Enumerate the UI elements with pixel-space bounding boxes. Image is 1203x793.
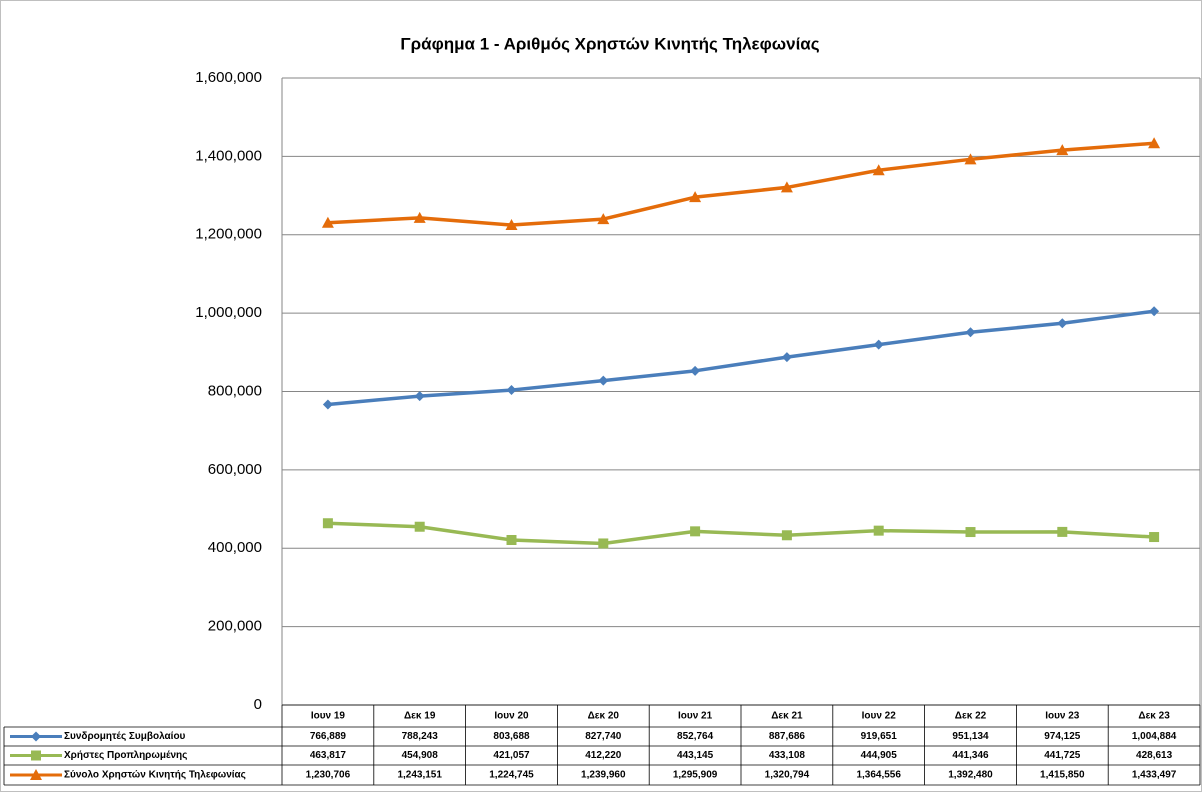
table-value: 1,364,556 [856, 770, 901, 781]
table-value: 1,224,745 [489, 770, 534, 781]
marker [597, 213, 610, 225]
series-line [327, 521, 1155, 546]
y-tick-label: 1,600,000 [195, 69, 262, 86]
y-tick-label: 600,000 [208, 461, 262, 478]
marker [414, 391, 425, 402]
x-tick-label: Δεκ 21 [771, 711, 803, 722]
legend-label: Σύνολο Χρηστών Κινητής Τηλεφωνίας [64, 770, 246, 781]
table-value: 1,392,480 [948, 770, 993, 781]
marker [1148, 137, 1161, 149]
marker [598, 375, 609, 386]
x-tick-label: Δεκ 22 [955, 711, 987, 722]
marker [506, 385, 517, 396]
table-value: 852,764 [677, 731, 714, 742]
marker [689, 191, 702, 203]
table-value: 827,740 [585, 731, 622, 742]
y-tick-label: 1,200,000 [195, 226, 262, 243]
table-value: 1,239,960 [581, 770, 626, 781]
table-value: 1,243,151 [397, 770, 442, 781]
marker [598, 538, 609, 549]
table-value: 428,613 [1136, 750, 1173, 761]
table-value: 1,004,884 [1132, 731, 1177, 742]
table-value: 951,134 [952, 731, 989, 742]
marker [506, 534, 517, 545]
table-value: 1,295,909 [673, 770, 718, 781]
marker [1057, 526, 1068, 537]
table-value: 454,908 [402, 750, 439, 761]
marker [30, 769, 42, 780]
x-tick-label: Ιουν 23 [1045, 711, 1080, 722]
marker [31, 731, 41, 742]
table-value: 443,145 [677, 750, 714, 761]
y-tick-label: 800,000 [208, 382, 262, 399]
marker [872, 164, 885, 176]
marker [873, 339, 884, 350]
table-value: 919,651 [861, 731, 898, 742]
marker [414, 521, 425, 532]
table-value: 421,057 [493, 750, 530, 761]
series-line [327, 141, 1155, 227]
series-line [327, 309, 1155, 407]
marker [690, 526, 701, 537]
y-tick-label: 0 [254, 696, 262, 713]
marker [1057, 318, 1068, 329]
legend-label: Χρήστες Προπληρωμένης [64, 750, 187, 761]
table-value: 463,817 [310, 750, 347, 761]
chart-title: Γράφημα 1 - Αριθμός Χρηστών Κινητής Τηλε… [400, 34, 819, 53]
marker [965, 327, 976, 338]
x-tick-label: Δεκ 23 [1138, 711, 1170, 722]
marker [321, 216, 334, 228]
x-tick-label: Ιουν 19 [311, 711, 346, 722]
table-value: 788,243 [402, 731, 439, 742]
y-tick-label: 400,000 [208, 539, 262, 556]
x-tick-label: Ιουν 20 [494, 711, 529, 722]
y-tick-label: 1,400,000 [195, 147, 262, 164]
table-value: 1,230,706 [306, 770, 351, 781]
marker [322, 399, 333, 410]
marker [322, 518, 333, 529]
x-tick-label: Δεκ 19 [404, 711, 436, 722]
table-value: 766,889 [310, 731, 347, 742]
marker [690, 365, 701, 376]
marker [964, 153, 977, 165]
table-value: 1,320,794 [765, 770, 810, 781]
table-value: 441,346 [952, 750, 989, 761]
legend-label: Συνδρομητές Συμβολαίου [64, 731, 186, 742]
table-value: 974,125 [1044, 731, 1081, 742]
marker [1149, 306, 1160, 317]
x-tick-label: Ιουν 22 [862, 711, 897, 722]
marker [31, 750, 41, 761]
table-value: 412,220 [585, 750, 622, 761]
marker [781, 352, 792, 363]
marker [1056, 144, 1069, 156]
table-value: 887,686 [769, 731, 806, 742]
y-tick-label: 200,000 [208, 618, 262, 635]
marker [781, 530, 792, 541]
marker [965, 527, 976, 538]
marker [780, 181, 793, 193]
marker [873, 525, 884, 536]
x-tick-label: Δεκ 20 [588, 711, 620, 722]
y-tick-label: 1,000,000 [195, 304, 262, 321]
marker [413, 211, 426, 223]
table-value: 803,688 [493, 731, 530, 742]
marker [505, 219, 518, 231]
marker [1149, 532, 1160, 543]
x-tick-label: Ιουν 21 [678, 711, 713, 722]
table-value: 441,725 [1044, 750, 1081, 761]
table-value: 1,433,497 [1132, 770, 1177, 781]
table-value: 1,415,850 [1040, 770, 1085, 781]
table-value: 444,905 [861, 750, 898, 761]
table-value: 433,108 [769, 750, 806, 761]
